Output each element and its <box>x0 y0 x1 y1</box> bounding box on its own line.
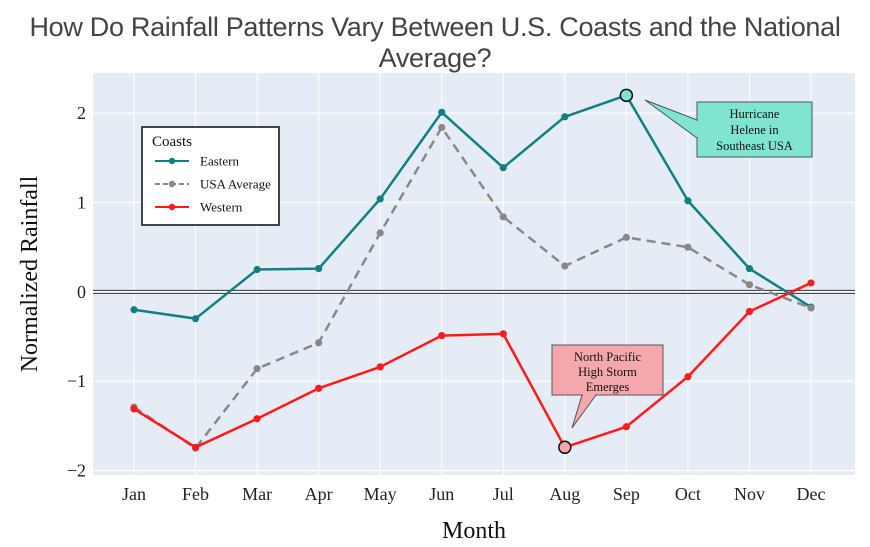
x-tick-label: Jan <box>122 484 146 504</box>
data-point-eastern <box>745 265 754 273</box>
annotation-text: Hurricane <box>730 107 780 121</box>
y-tick-label: 2 <box>77 103 86 123</box>
data-point-usa-average <box>253 365 261 373</box>
annotation-text: North Pacific <box>574 350 641 364</box>
x-tick-label: Oct <box>675 484 701 504</box>
x-axis-title: Month <box>442 518 506 544</box>
data-point-usa-average <box>561 262 569 270</box>
annotation-box <box>696 101 813 158</box>
data-point-eastern <box>684 197 692 205</box>
data-point-eastern <box>253 265 261 274</box>
x-tick-label: Mar <box>242 484 272 504</box>
y-tick-label: 0 <box>77 282 86 302</box>
x-tick-label: Aug <box>549 484 580 504</box>
data-point-western <box>376 363 384 371</box>
annotation-box <box>551 344 664 396</box>
series-line-eastern <box>133 94 812 320</box>
data-point-usa-average <box>376 229 384 237</box>
x-tick-label: Jul <box>493 484 514 504</box>
y-tick-label: −1 <box>67 371 86 391</box>
data-point-western <box>745 307 754 316</box>
data-point-eastern <box>561 113 569 121</box>
annotation-text: Emerges <box>586 380 630 394</box>
data-point-western <box>807 279 815 287</box>
series-line-usa-average <box>133 126 812 450</box>
legend-marker-western <box>168 203 176 211</box>
annotation-marker <box>558 440 572 455</box>
data-point-western <box>438 332 446 340</box>
y-tick-label: 1 <box>77 193 86 213</box>
annotation-marker <box>619 88 634 103</box>
data-point-eastern <box>191 315 200 323</box>
x-tick-label: Sep <box>613 484 640 504</box>
annotation-seam <box>696 121 699 137</box>
data-point-western <box>315 384 323 392</box>
data-point-usa-average <box>438 123 446 132</box>
data-point-western <box>622 423 630 431</box>
data-point-usa-average <box>684 243 692 251</box>
data-point-usa-average <box>807 304 815 312</box>
x-tick-label: Dec <box>797 484 826 504</box>
data-point-usa-average <box>745 281 754 289</box>
annotation-text: High Storm <box>578 365 637 379</box>
annotation-text: Southeast USA <box>716 139 793 153</box>
data-point-western <box>191 443 200 451</box>
annotation-seam <box>583 393 595 397</box>
legend: Coasts Eastern USA Average Western <box>141 126 280 226</box>
x-tick-label: May <box>364 484 397 504</box>
legend-marker-eastern <box>168 157 176 165</box>
legend-title: Coasts <box>152 134 192 150</box>
legend-label-usa-average: USA Average <box>200 177 271 192</box>
x-tick-label: Feb <box>182 484 209 504</box>
data-point-usa-average <box>622 233 630 241</box>
legend-marker-usa-average <box>168 180 176 188</box>
y-axis-title: Normalized Rainfall <box>17 175 43 372</box>
annotation-text: Helene in <box>730 123 779 137</box>
data-point-eastern <box>438 108 446 116</box>
legend-label-western: Western <box>200 200 243 215</box>
y-tick-label: −2 <box>67 461 86 481</box>
x-tick-label: Apr <box>305 484 333 504</box>
data-point-western <box>499 330 507 338</box>
chart-title: How Do Rainfall Patterns Vary Between U.… <box>29 12 841 73</box>
legend-box <box>141 126 280 226</box>
x-tick-label: Jun <box>429 484 454 504</box>
legend-label-eastern: Eastern <box>200 154 239 169</box>
data-point-eastern <box>376 195 384 203</box>
x-tick-label: Nov <box>734 484 765 504</box>
data-point-western <box>130 405 138 413</box>
data-point-eastern <box>315 265 323 273</box>
data-point-western <box>253 415 261 423</box>
data-point-usa-average <box>499 213 507 221</box>
data-point-eastern <box>499 164 507 172</box>
data-point-usa-average <box>315 339 323 347</box>
series-line-western <box>133 281 812 449</box>
data-point-western <box>684 373 692 381</box>
data-point-eastern <box>130 306 138 314</box>
